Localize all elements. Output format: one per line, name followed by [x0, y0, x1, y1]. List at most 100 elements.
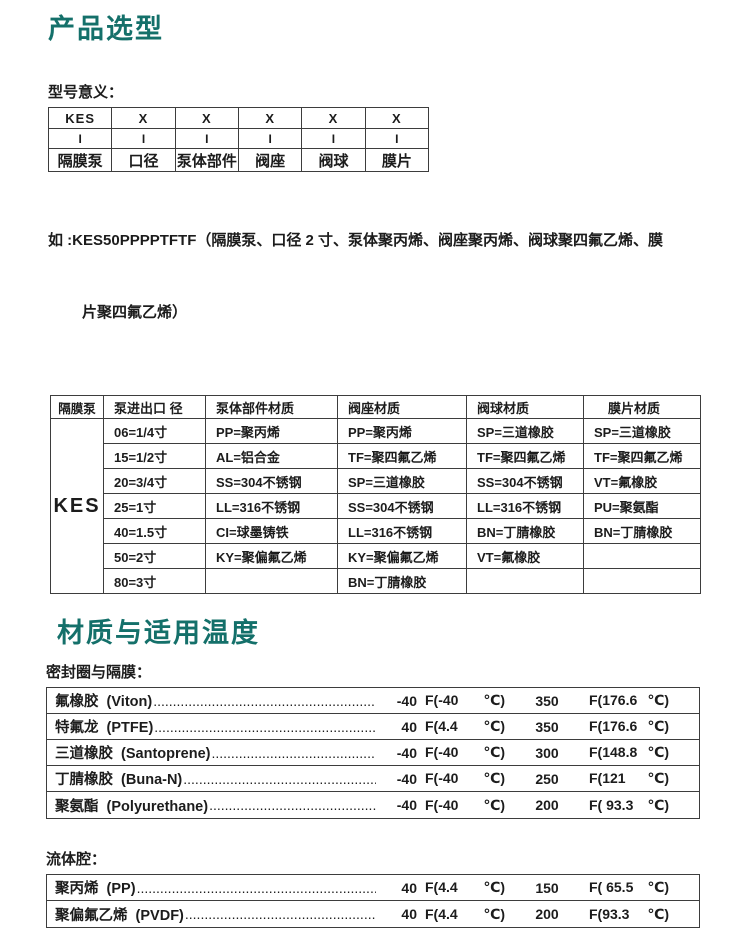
dot-leader: [153, 693, 376, 709]
min-celsius-unit: ℃): [483, 718, 505, 734]
min-celsius-unit: ℃): [483, 905, 505, 922]
selection-cell: 40=1.5寸: [103, 518, 206, 544]
selection-cell: TF=聚四氟乙烯: [583, 443, 701, 469]
material-name: 氟橡胶 (Viton): [55, 694, 153, 710]
selection-cell: KY=聚偏氟乙烯: [337, 543, 467, 569]
max-temp-celsius: F( 93.3 ℃): [589, 797, 669, 814]
max-celsius-unit: ℃): [647, 879, 669, 895]
selection-cell: AL=铝合金: [205, 443, 338, 469]
dot-leader: [154, 719, 376, 735]
min-celsius-value: F(4.4: [425, 718, 458, 734]
max-temp-celsius: F( 65.5 ℃): [589, 879, 669, 896]
model-table-cell: X: [364, 107, 430, 129]
max-temp-f: 350: [535, 692, 559, 709]
temperature-row: 聚氨酯 (Polyurethane) -40 F(-40 ℃) 200 F( 93.3 ℃): [47, 792, 699, 818]
max-temp-celsius: F(148.8 ℃): [589, 744, 669, 761]
model-table-cell: I: [47, 128, 113, 149]
temperature-row: 聚偏氟乙烯 (PVDF) 40 F(4.4 ℃) 200 F(93.3 ℃): [47, 901, 699, 927]
model-table-cell: I: [364, 128, 430, 149]
min-temp-f: 40: [401, 906, 417, 922]
max-celsius-value: F(121: [589, 770, 626, 786]
min-celsius-unit: ℃): [483, 796, 505, 813]
max-celsius-value: F( 93.3: [589, 796, 634, 813]
selection-header-0: 隔膜泵: [50, 395, 104, 419]
selection-cell: SP=三道橡胶: [337, 468, 467, 494]
material-name: 三道橡胶 (Santoprene): [55, 746, 211, 762]
model-code-table: KES X X X X X I I I I I I 隔膜泵 口径 泵体部件 阀座 阀球 膜片: [47, 107, 430, 172]
max-temp-f: 200: [535, 906, 559, 922]
model-table-cell: 口径: [111, 148, 176, 172]
min-temp-f: -40: [396, 770, 417, 787]
max-temp-celsius: F(176.6 ℃): [589, 692, 669, 709]
selection-header-5: 膜片材质: [583, 395, 701, 419]
selection-cell: 50=2寸: [103, 543, 206, 569]
selection-cell: VT=氟橡胶: [583, 468, 701, 494]
material-name: 丁腈橡胶 (Buna-N): [55, 772, 183, 788]
selection-cell: KY=聚偏氟乙烯: [205, 543, 338, 569]
pump-model-cell: KES: [50, 418, 104, 594]
max-temp-celsius: F(176.6 ℃): [589, 718, 669, 735]
selection-cell: BN=丁腈橡胶: [466, 518, 584, 544]
dot-leader: [185, 906, 376, 922]
selection-cell: LL=316不锈钢: [205, 493, 338, 519]
selection-cell: 15=1/2寸: [103, 443, 206, 469]
selection-cell: SS=304不锈钢: [466, 468, 584, 494]
model-table-cell: I: [301, 128, 366, 149]
min-temp-celsius: F(-40 ℃): [425, 770, 505, 787]
min-temp-celsius: F(-40 ℃): [425, 692, 505, 709]
selection-cell: SP=三道橡胶: [466, 418, 584, 444]
max-temp-f: 150: [535, 879, 559, 896]
model-table-cell: X: [301, 107, 366, 129]
min-temp-celsius: F(4.4 ℃): [425, 879, 505, 896]
model-table-cell: KES: [47, 107, 113, 129]
min-temp-f: 40: [401, 879, 417, 896]
model-meaning-label: 型号意义：: [48, 84, 124, 101]
model-table-cell: 阀球: [301, 148, 366, 172]
selection-cell: BN=丁腈橡胶: [337, 568, 467, 594]
max-celsius-unit: ℃): [647, 744, 669, 760]
min-celsius-value: F(-40: [425, 770, 459, 786]
model-table-cell: I: [111, 128, 176, 149]
catalog-page: 产品选型 型号意义： KES X X X X X I I I I I I 隔膜泵 口径 泵体部件 阀座 阀球 膜片…: [0, 0, 750, 806]
min-temp-celsius: F(-40 ℃): [425, 744, 505, 761]
temperature-row: 特氟龙 (PTFE) 40 F(4.4 ℃) 350 F(176.6 ℃): [47, 714, 699, 740]
selection-cell: 20=3/4寸: [103, 468, 206, 494]
dot-leader: [209, 797, 376, 813]
model-table-cell: 隔膜泵: [47, 148, 113, 172]
max-temp-f: 200: [535, 797, 559, 813]
max-temp-celsius: F(93.3 ℃): [589, 906, 669, 923]
selection-cell: SS=304不锈钢: [337, 493, 467, 519]
model-table-cell: X: [174, 107, 239, 129]
model-table-cell: 膜片: [364, 148, 430, 172]
max-celsius-value: F(176.6: [589, 692, 638, 708]
max-celsius-unit: ℃): [647, 770, 669, 786]
model-table-cell: I: [174, 128, 239, 149]
selection-cell: [205, 568, 338, 594]
min-celsius-value: F(-40: [425, 692, 459, 708]
min-temp-celsius: F(4.4 ℃): [425, 906, 505, 923]
temperature-row: 氟橡胶 (Viton) -40 F(-40 ℃) 350 F(176.6 ℃): [47, 688, 699, 714]
min-temp-f: -40: [396, 797, 417, 813]
selection-cell: 25=1寸: [103, 493, 206, 519]
material-name: 聚偏氟乙烯 (PVDF): [55, 907, 184, 924]
material-name: 聚丙烯 (PP): [55, 881, 136, 897]
selection-cell: SS=304不锈钢: [205, 468, 338, 494]
selection-cell: PP=聚丙烯: [337, 418, 467, 444]
max-temp-f: 350: [535, 718, 559, 735]
temperature-row: 三道橡胶 (Santoprene) -40 F(-40 ℃) 300 F(148.8 ℃): [47, 740, 699, 766]
model-table-cell: X: [111, 107, 176, 129]
min-celsius-value: F(-40: [425, 744, 459, 760]
max-celsius-value: F(93.3: [589, 905, 630, 922]
min-celsius-unit: ℃): [483, 770, 505, 786]
model-table-cell: 泵体部件: [174, 148, 239, 172]
temperature-row: 聚丙烯 (PP) 40 F(4.4 ℃) 150 F( 65.5 ℃): [47, 875, 699, 901]
seal-diaphragm-label: 密封圈与隔膜：: [46, 664, 152, 681]
max-celsius-unit: ℃): [647, 718, 669, 734]
min-celsius-value: F(4.4: [425, 905, 458, 922]
selection-header-1: 泵进出口 径: [103, 395, 206, 419]
min-temp-f: 40: [401, 718, 417, 735]
dot-leader: [211, 745, 376, 761]
selection-header-4: 阀球材质: [466, 395, 584, 419]
min-temp-f: -40: [396, 744, 417, 761]
max-celsius-value: F( 65.5: [589, 879, 634, 895]
